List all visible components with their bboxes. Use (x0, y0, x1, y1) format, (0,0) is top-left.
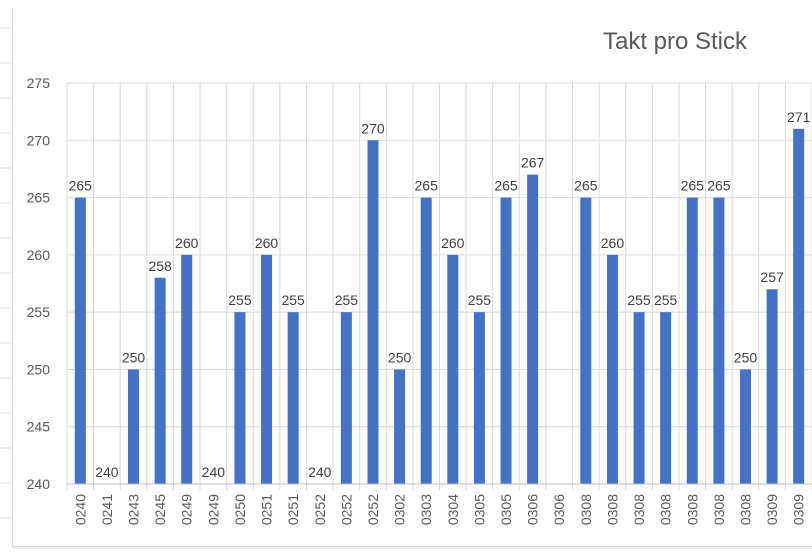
x-category-label: 0308 (711, 494, 727, 525)
bar (234, 312, 246, 484)
x-category-label: 0309 (791, 494, 807, 525)
bar (686, 197, 698, 485)
bar (633, 312, 645, 484)
x-category-label: 0308 (684, 494, 700, 525)
data-label: 240 (308, 464, 332, 480)
data-label: 265 (494, 178, 518, 194)
data-label: 265 (574, 178, 598, 194)
bar (74, 197, 86, 485)
data-label: 255 (627, 292, 651, 308)
bar (739, 369, 751, 484)
data-label: 240 (95, 464, 119, 480)
bar (261, 254, 273, 484)
x-category-label: 0249 (205, 494, 221, 525)
x-category-label: 0306 (525, 494, 541, 525)
x-category-label: 0252 (312, 494, 328, 525)
bar (793, 128, 805, 485)
bar (154, 277, 166, 484)
bar (340, 312, 352, 484)
data-label: 240 (202, 464, 226, 480)
x-category-label: 0240 (72, 494, 88, 525)
bar (128, 369, 140, 484)
x-category-label: 0252 (365, 494, 381, 525)
bar (606, 254, 618, 484)
x-category-label: 0305 (498, 494, 514, 525)
y-tick-label: 245 (27, 419, 51, 435)
x-category-label: 0250 (232, 494, 248, 525)
x-category-label: 0306 (551, 494, 567, 525)
data-label: 271 (787, 109, 811, 125)
y-tick-label: 240 (27, 476, 51, 492)
y-tick-label: 270 (27, 132, 51, 148)
x-category-label: 0308 (604, 494, 620, 525)
x-category-label: 0308 (658, 494, 674, 525)
x-category-label: 0305 (471, 494, 487, 525)
data-label: 267 (521, 155, 545, 171)
bar (713, 197, 725, 485)
data-label: 255 (281, 292, 305, 308)
bar (287, 312, 299, 484)
data-label: 265 (681, 178, 705, 194)
bar (500, 197, 512, 485)
data-label: 250 (734, 349, 758, 365)
data-label: 255 (468, 292, 492, 308)
x-category-label: 0241 (99, 494, 115, 525)
x-category-label: 0302 (392, 494, 408, 525)
bar (580, 197, 592, 485)
y-tick-label: 260 (27, 247, 51, 263)
data-label: 260 (601, 235, 625, 251)
data-label: 255 (654, 292, 678, 308)
data-label: 250 (388, 349, 412, 365)
bar (394, 369, 406, 484)
x-category-label: 0243 (126, 494, 142, 525)
data-label: 270 (361, 120, 385, 136)
x-category-label: 0251 (259, 494, 275, 525)
x-category-label: 0308 (578, 494, 594, 525)
data-label: 260 (441, 235, 465, 251)
x-category-label: 0245 (152, 494, 168, 525)
data-label: 265 (69, 178, 93, 194)
x-category-label: 0303 (418, 494, 434, 525)
data-label: 257 (760, 269, 784, 285)
x-category-label: 0249 (179, 494, 195, 525)
bar (473, 312, 485, 484)
data-label: 255 (335, 292, 359, 308)
y-tick-label: 255 (27, 304, 51, 320)
bar (367, 140, 379, 485)
y-tick-label: 275 (27, 75, 51, 91)
data-label: 255 (228, 292, 252, 308)
bar (447, 254, 459, 484)
bar (660, 312, 672, 484)
y-tick-label: 265 (27, 190, 51, 206)
x-category-label: 0308 (737, 494, 753, 525)
data-label: 258 (148, 258, 172, 274)
x-category-label: 0309 (764, 494, 780, 525)
data-label: 265 (707, 178, 731, 194)
x-category-label: 0251 (285, 494, 301, 525)
data-label: 265 (415, 178, 439, 194)
bar (766, 289, 778, 484)
x-category-label: 0308 (631, 494, 647, 525)
bar (420, 197, 432, 485)
x-category-label: 0252 (338, 494, 354, 525)
bar (527, 174, 539, 484)
data-label: 250 (122, 349, 146, 365)
y-tick-label: 250 (27, 361, 51, 377)
x-category-label: 0304 (445, 494, 461, 525)
bar (181, 254, 193, 484)
data-label: 260 (175, 235, 199, 251)
chart-title: Takt pro Stick (602, 28, 748, 55)
data-label: 260 (255, 235, 279, 251)
